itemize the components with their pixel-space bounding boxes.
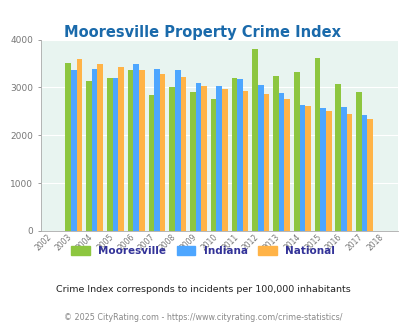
Bar bbox=[201, 86, 207, 231]
Bar bbox=[263, 94, 269, 231]
Bar bbox=[65, 63, 71, 231]
Bar bbox=[128, 70, 133, 231]
Bar bbox=[139, 70, 144, 231]
Bar bbox=[231, 78, 237, 231]
Bar bbox=[97, 63, 103, 231]
Bar bbox=[180, 78, 185, 231]
Text: © 2025 CityRating.com - https://www.cityrating.com/crime-statistics/: © 2025 CityRating.com - https://www.city… bbox=[64, 313, 341, 322]
Bar bbox=[257, 84, 263, 231]
Bar bbox=[159, 74, 165, 231]
Bar bbox=[299, 105, 305, 231]
Bar bbox=[222, 89, 227, 231]
Bar bbox=[355, 92, 361, 231]
Bar bbox=[273, 77, 278, 231]
Bar bbox=[195, 83, 201, 231]
Legend: Mooresville, Indiana, National: Mooresville, Indiana, National bbox=[67, 242, 338, 260]
Bar bbox=[305, 106, 310, 231]
Bar bbox=[107, 78, 112, 231]
Bar bbox=[86, 81, 92, 231]
Text: Mooresville Property Crime Index: Mooresville Property Crime Index bbox=[64, 25, 341, 40]
Bar bbox=[325, 111, 331, 231]
Bar bbox=[118, 67, 124, 231]
Bar bbox=[314, 58, 320, 231]
Bar bbox=[154, 69, 159, 231]
Bar bbox=[361, 115, 367, 231]
Bar bbox=[133, 64, 139, 231]
Bar bbox=[71, 70, 77, 231]
Bar bbox=[92, 69, 97, 231]
Text: Crime Index corresponds to incidents per 100,000 inhabitants: Crime Index corresponds to incidents per… bbox=[55, 285, 350, 294]
Bar bbox=[77, 59, 82, 231]
Bar bbox=[340, 107, 346, 231]
Bar bbox=[284, 99, 289, 231]
Bar bbox=[320, 108, 325, 231]
Bar bbox=[335, 84, 340, 231]
Bar bbox=[190, 92, 195, 231]
Bar bbox=[210, 99, 216, 231]
Bar bbox=[252, 49, 257, 231]
Bar bbox=[346, 114, 352, 231]
Bar bbox=[367, 118, 372, 231]
Bar bbox=[216, 85, 222, 231]
Bar bbox=[237, 79, 242, 231]
Bar bbox=[148, 95, 154, 231]
Bar bbox=[169, 87, 175, 231]
Bar bbox=[112, 78, 118, 231]
Bar bbox=[293, 72, 299, 231]
Bar bbox=[278, 93, 284, 231]
Bar bbox=[175, 70, 180, 231]
Bar bbox=[242, 91, 248, 231]
